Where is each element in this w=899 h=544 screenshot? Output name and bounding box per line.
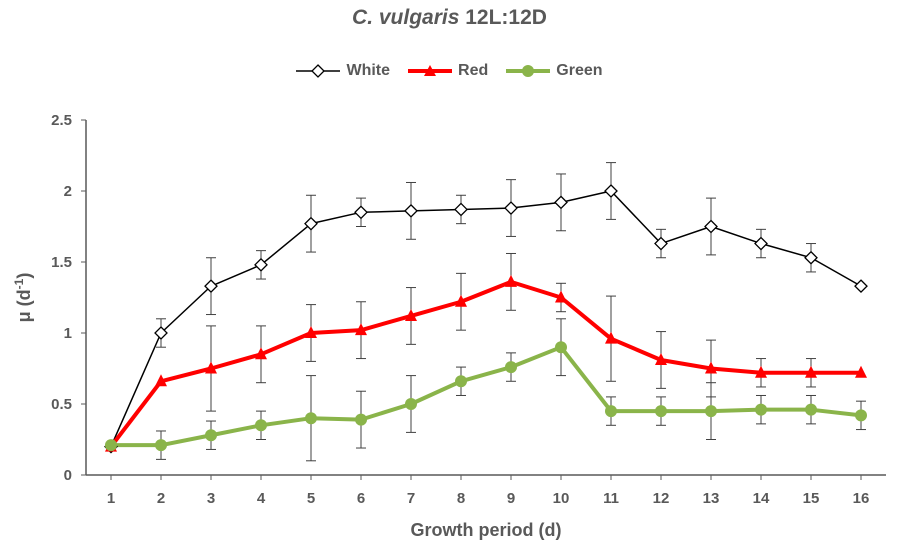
red-point (305, 326, 317, 338)
y-tick-label: 1.5 (51, 254, 72, 271)
y-axis-title: μ (d-1) (12, 273, 34, 323)
white-point (604, 184, 618, 198)
green-point (305, 412, 317, 425)
y-tick-label: 2.5 (51, 112, 72, 129)
white-point (554, 195, 568, 210)
green-point (155, 439, 167, 452)
x-axis-title: Growth period (d) (411, 520, 562, 540)
legend-white-line-icon (296, 64, 341, 78)
red-series-line (109, 279, 861, 448)
green-point (205, 429, 217, 442)
x-tick-label: 8 (457, 490, 465, 507)
red-point (755, 365, 767, 378)
white-point (504, 201, 518, 215)
red-point (655, 352, 667, 365)
legend-item-red: Red (408, 62, 488, 80)
x-tick-label: 11 (603, 490, 619, 507)
legend-item-white: White (296, 62, 390, 80)
red-point (205, 361, 217, 374)
y-tick-label: 0.5 (51, 396, 72, 413)
white-point (404, 203, 418, 218)
red-point (455, 294, 467, 307)
green-point (255, 419, 267, 432)
green-point (655, 405, 667, 418)
x-tick-label: 9 (507, 490, 515, 507)
x-tick-label: 1 (107, 490, 115, 507)
white-point (854, 279, 868, 294)
y-tick-label: 2 (64, 183, 72, 200)
white-point (704, 219, 718, 234)
green-point (505, 361, 517, 374)
green-point (605, 405, 617, 418)
white-point (354, 205, 368, 220)
legend-red-line-icon (408, 65, 453, 76)
x-tick-label: 2 (157, 490, 165, 507)
green-series-line (111, 345, 862, 448)
x-tick-label: 15 (803, 490, 820, 507)
white-point (654, 236, 668, 251)
white-series-line (110, 190, 862, 447)
y-tick-label: 0 (64, 467, 72, 484)
x-tick-label: 16 (853, 490, 870, 507)
legend: White Red Green (0, 62, 899, 80)
x-tick-label: 14 (753, 490, 770, 507)
chart-title: C. vulgaris 12L:12D (0, 6, 899, 30)
red-point (155, 374, 167, 387)
white-point (304, 216, 318, 231)
red-point (405, 308, 417, 321)
white-point (454, 202, 468, 217)
green-point (805, 403, 817, 416)
chart-title-condition: 12L:12D (459, 6, 547, 29)
x-tick-label: 3 (207, 490, 215, 507)
y-tick-label: 1 (64, 325, 72, 342)
legend-label-white: White (346, 62, 391, 79)
red-point (555, 290, 567, 303)
red-point (505, 274, 517, 287)
green-point (405, 398, 417, 410)
red-point (805, 365, 817, 378)
red-point (605, 331, 617, 344)
legend-label-red: Red (458, 62, 489, 79)
green-point (355, 413, 367, 426)
green-point (455, 375, 467, 388)
x-tick-label: 7 (407, 490, 415, 507)
legend-green-line-icon (506, 65, 551, 77)
x-tick-label: 12 (653, 490, 670, 507)
white-point (254, 257, 268, 272)
x-tick-label: 6 (357, 490, 365, 507)
x-tick-label: 10 (553, 490, 570, 507)
white-point (804, 250, 818, 265)
legend-label-green: Green (556, 62, 603, 79)
legend-item-green: Green (506, 62, 603, 80)
x-tick-label: 5 (307, 490, 315, 507)
white-point (754, 236, 768, 251)
red-point (855, 365, 867, 378)
red-point (255, 347, 267, 360)
red-point (355, 323, 367, 336)
white-point (204, 279, 218, 294)
green-point (705, 405, 717, 418)
red-point (705, 361, 717, 374)
white-point (154, 326, 168, 340)
green-point (555, 341, 567, 354)
chart-title-species: C. vulgaris (352, 6, 460, 29)
x-tick-label: 4 (257, 490, 266, 507)
x-tick-label: 13 (703, 490, 720, 507)
green-point (755, 403, 767, 416)
green-point (855, 409, 867, 422)
green-point (105, 439, 117, 452)
